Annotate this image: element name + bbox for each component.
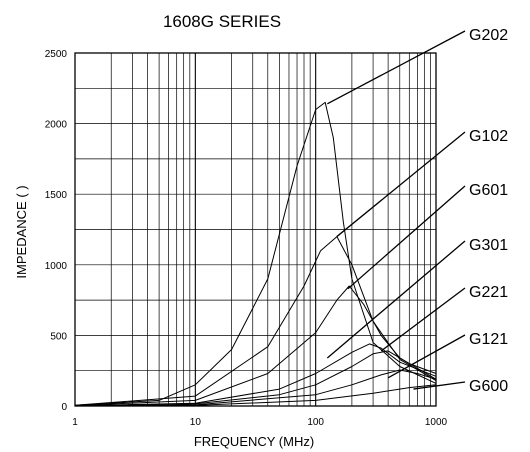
y-tick-label: 2500 (45, 49, 68, 60)
series-label-g221: G221 (469, 284, 508, 301)
series-line-g601 (74, 285, 437, 407)
leader-line-g600 (413, 381, 466, 390)
series-labels: G202 G102 G601 G301 G221 G121 G600 (469, 27, 508, 395)
x-tick-label: 100 (307, 417, 324, 428)
series-line-g202 (74, 101, 437, 406)
plot-frame (74, 52, 437, 407)
series-line-g121 (74, 369, 437, 407)
series-line-g301 (74, 343, 437, 407)
series-lines (74, 101, 437, 407)
x-tick-label: 1000 (425, 417, 448, 428)
y-axis-label: IMPEDANCE ( ) (14, 185, 29, 278)
leader-line-g221 (380, 287, 466, 352)
y-tick-label: 0 (61, 402, 67, 413)
leader-line-g121 (387, 334, 466, 379)
leader-line-g202 (327, 30, 466, 105)
series-label-g601: G601 (469, 182, 508, 199)
y-tick-label: 1000 (45, 261, 68, 272)
x-tick-labels: 1 10 100 1000 (72, 417, 447, 428)
y-tick-label: 1500 (45, 190, 68, 201)
leader-line-g601 (347, 185, 466, 290)
grid-lines (75, 53, 436, 406)
series-line-g102 (74, 236, 437, 406)
y-tick-label: 500 (50, 331, 67, 342)
y-tick-labels: 0 500 1000 1500 2000 2500 (45, 49, 68, 413)
chart-title: 1608G SERIES (163, 12, 281, 31)
series-label-g600: G600 (469, 378, 508, 395)
x-axis-label: FREQUENCY (MHz) (194, 434, 314, 449)
y-tick-label: 2000 (45, 120, 68, 131)
series-label-g102: G102 (469, 128, 508, 145)
x-tick-label: 1 (72, 417, 78, 428)
x-tick-label: 10 (190, 417, 202, 428)
leader-line-g301 (326, 240, 466, 359)
leader-line-g102 (336, 131, 466, 238)
series-line-g221 (74, 350, 437, 407)
series-label-g202: G202 (469, 27, 508, 44)
series-label-g121: G121 (469, 331, 508, 348)
annotation-leaders (326, 30, 466, 390)
series-label-g301: G301 (469, 237, 508, 254)
series-line-g600 (74, 384, 437, 407)
